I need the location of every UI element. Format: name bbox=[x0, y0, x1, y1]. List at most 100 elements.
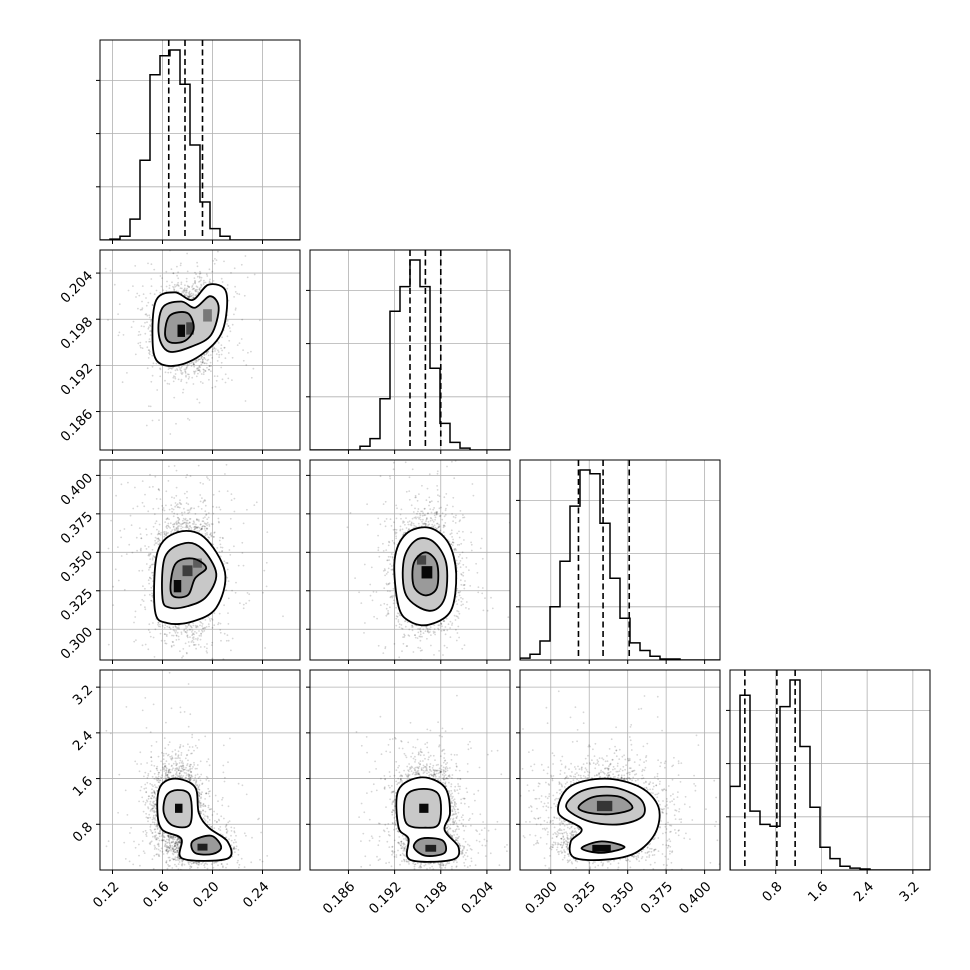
sample-point bbox=[149, 566, 152, 569]
sample-point bbox=[210, 354, 212, 356]
sample-point bbox=[148, 566, 151, 569]
sample-point bbox=[229, 527, 232, 530]
sample-point bbox=[176, 516, 179, 519]
sample-point bbox=[141, 285, 144, 287]
sample-point bbox=[206, 275, 209, 277]
sample-point bbox=[130, 326, 133, 328]
sample-point bbox=[201, 358, 204, 361]
sample-point bbox=[228, 549, 231, 551]
panel-frame bbox=[309, 249, 511, 451]
sample-point bbox=[165, 533, 168, 535]
sample-point bbox=[226, 284, 229, 286]
sample-point bbox=[202, 500, 205, 503]
sample-point bbox=[173, 522, 176, 525]
sample-point bbox=[196, 261, 199, 264]
sample-point bbox=[200, 632, 203, 635]
sample-point bbox=[168, 284, 171, 287]
sample-point bbox=[148, 349, 151, 352]
sample-point bbox=[195, 290, 198, 293]
contour-line-3 bbox=[164, 311, 195, 344]
sample-point bbox=[160, 639, 163, 642]
sample-point bbox=[198, 358, 200, 361]
sample-point bbox=[183, 293, 186, 296]
sample-point bbox=[179, 287, 182, 290]
sample-point bbox=[167, 371, 170, 374]
sample-point bbox=[230, 499, 233, 501]
sample-point bbox=[166, 280, 168, 283]
sample-point bbox=[188, 290, 191, 293]
sample-point bbox=[204, 358, 207, 361]
sample-point bbox=[184, 526, 187, 529]
sample-point bbox=[187, 364, 190, 367]
sample-point bbox=[160, 285, 163, 288]
sample-point bbox=[189, 636, 191, 638]
sample-point bbox=[207, 358, 210, 361]
sample-point bbox=[238, 293, 241, 296]
sample-point bbox=[188, 291, 191, 294]
sample-point bbox=[163, 509, 166, 512]
sample-point bbox=[141, 307, 144, 310]
sample-point bbox=[156, 528, 158, 531]
sample-point bbox=[179, 368, 181, 370]
sample-point bbox=[191, 523, 194, 525]
sample-point bbox=[194, 361, 197, 363]
sample-point bbox=[218, 612, 221, 615]
sample-point bbox=[203, 357, 206, 359]
sample-point bbox=[193, 363, 195, 366]
sample-point bbox=[163, 639, 166, 642]
sample-point bbox=[185, 375, 187, 378]
sample-point bbox=[180, 287, 183, 290]
sample-point bbox=[186, 635, 189, 638]
sample-point bbox=[156, 542, 158, 544]
sample-point bbox=[204, 529, 207, 532]
sample-point bbox=[157, 625, 160, 628]
sample-point bbox=[187, 641, 190, 643]
sample-point bbox=[148, 353, 151, 356]
sample-point bbox=[205, 514, 208, 516]
sample-point bbox=[189, 525, 192, 528]
sample-point bbox=[151, 595, 154, 597]
sample-point bbox=[191, 631, 193, 633]
sample-point bbox=[175, 630, 178, 632]
sample-point bbox=[231, 589, 234, 592]
sample-point bbox=[157, 537, 160, 540]
sample-point bbox=[176, 529, 179, 531]
sample-point bbox=[194, 271, 196, 274]
sample-point bbox=[193, 526, 196, 528]
sample-point bbox=[214, 348, 217, 350]
sample-point bbox=[165, 290, 168, 293]
sample-point bbox=[214, 350, 216, 352]
sample-point bbox=[196, 398, 199, 401]
sample-point bbox=[194, 280, 197, 283]
sample-point bbox=[204, 370, 207, 372]
density-peak bbox=[177, 324, 185, 337]
sample-point bbox=[192, 296, 195, 299]
sample-point bbox=[112, 585, 115, 588]
sample-point bbox=[180, 378, 183, 381]
sample-point bbox=[139, 346, 142, 349]
sample-point bbox=[193, 644, 196, 646]
sample-point bbox=[206, 359, 209, 362]
sample-point bbox=[210, 365, 212, 367]
sample-point bbox=[169, 433, 172, 435]
sample-point bbox=[148, 486, 151, 488]
histogram-1 bbox=[100, 49, 300, 240]
sample-point bbox=[185, 525, 188, 527]
sample-point bbox=[107, 319, 109, 321]
sample-point bbox=[176, 503, 179, 505]
sample-point bbox=[173, 289, 176, 291]
sample-point bbox=[152, 362, 155, 365]
sample-point bbox=[173, 497, 176, 499]
sample-point bbox=[149, 350, 151, 353]
sample-point bbox=[144, 332, 147, 335]
sample-point bbox=[143, 594, 146, 597]
sample-point bbox=[214, 385, 217, 388]
sample-point bbox=[202, 501, 205, 504]
sample-point bbox=[191, 294, 194, 297]
sample-point bbox=[139, 333, 142, 336]
sample-point bbox=[211, 270, 214, 273]
sample-point bbox=[205, 626, 208, 628]
sample-point bbox=[207, 350, 210, 353]
sample-point bbox=[196, 626, 199, 628]
sample-point bbox=[217, 351, 220, 353]
